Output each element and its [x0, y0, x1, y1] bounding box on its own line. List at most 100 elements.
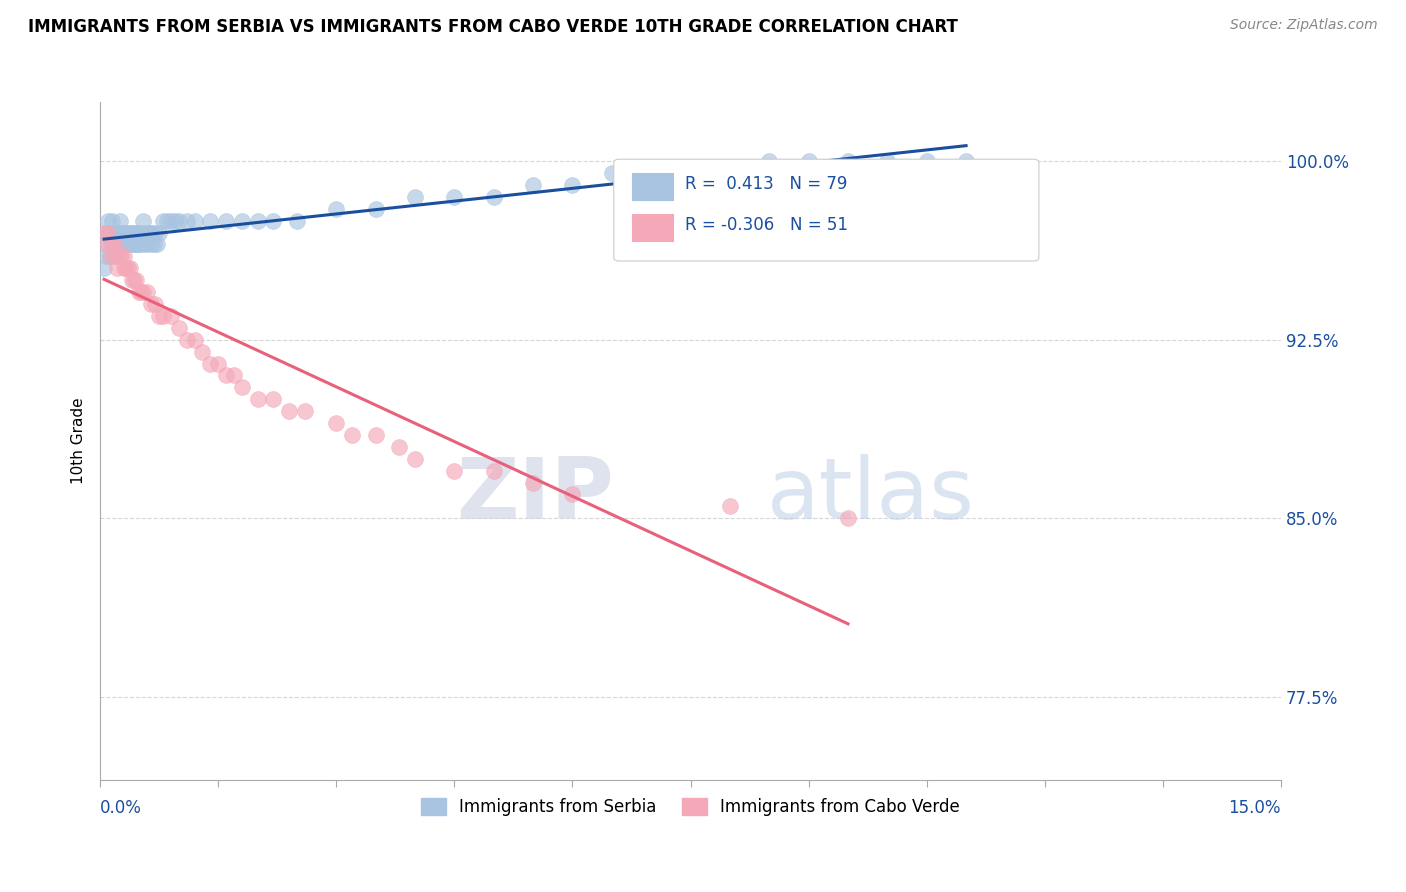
Point: [160, 213, 183, 227]
Point: [262, 392, 284, 407]
Point: [132, 285, 155, 299]
Point: [148, 309, 170, 323]
Point: [112, 249, 135, 263]
Text: R = -0.306   N = 51: R = -0.306 N = 51: [685, 216, 848, 234]
Text: IMMIGRANTS FROM SERBIA VS IMMIGRANTS FROM CABO VERDE 10TH GRADE CORRELATION CHAR: IMMIGRANTS FROM SERBIA VS IMMIGRANTS FRO…: [28, 18, 957, 36]
Point: [482, 464, 505, 478]
Point: [122, 237, 145, 252]
Point: [134, 237, 156, 252]
Point: [364, 202, 387, 216]
Point: [115, 261, 138, 276]
Y-axis label: 10th Grade: 10th Grade: [72, 398, 86, 484]
Point: [640, 166, 662, 180]
Point: [231, 380, 253, 394]
Point: [404, 451, 426, 466]
Point: [246, 392, 269, 407]
Point: [129, 237, 152, 252]
Point: [262, 213, 284, 227]
Point: [104, 249, 127, 263]
Point: [122, 273, 145, 287]
Point: [215, 368, 238, 383]
Point: [142, 237, 165, 252]
Text: 0.0%: 0.0%: [100, 799, 142, 817]
Point: [200, 213, 222, 227]
Point: [124, 226, 146, 240]
Point: [129, 285, 152, 299]
Point: [141, 226, 163, 240]
Point: [191, 344, 214, 359]
Point: [97, 237, 120, 252]
Point: [111, 226, 134, 240]
Point: [104, 226, 127, 240]
Point: [148, 226, 170, 240]
Point: [121, 237, 143, 252]
Point: [156, 213, 179, 227]
Point: [124, 237, 146, 252]
Point: [118, 226, 141, 240]
Point: [101, 237, 124, 252]
Text: Source: ZipAtlas.com: Source: ZipAtlas.com: [1230, 18, 1378, 32]
Point: [132, 213, 155, 227]
Point: [115, 226, 138, 240]
Point: [118, 261, 141, 276]
Point: [107, 237, 129, 252]
Point: [121, 273, 143, 287]
Point: [141, 297, 163, 311]
Point: [117, 237, 139, 252]
Point: [294, 404, 316, 418]
Point: [404, 190, 426, 204]
Point: [108, 213, 131, 227]
Point: [101, 213, 124, 227]
Point: [128, 237, 150, 252]
Point: [207, 357, 229, 371]
Point: [797, 154, 820, 169]
Point: [278, 404, 301, 418]
Point: [132, 226, 155, 240]
Point: [121, 226, 143, 240]
Point: [325, 416, 347, 430]
Point: [97, 213, 120, 227]
Text: 15.0%: 15.0%: [1229, 799, 1281, 817]
Point: [167, 213, 190, 227]
Point: [127, 237, 149, 252]
Point: [112, 261, 135, 276]
Point: [183, 333, 205, 347]
Point: [136, 237, 159, 252]
Point: [107, 261, 129, 276]
Point: [388, 440, 411, 454]
Point: [141, 237, 163, 252]
Legend: Immigrants from Serbia, Immigrants from Cabo Verde: Immigrants from Serbia, Immigrants from …: [415, 791, 966, 823]
Point: [364, 428, 387, 442]
Point: [114, 237, 136, 252]
Point: [152, 213, 174, 227]
Point: [561, 178, 583, 192]
Point: [561, 487, 583, 501]
Point: [103, 237, 125, 252]
Point: [107, 226, 129, 240]
Point: [112, 237, 135, 252]
Point: [98, 226, 121, 240]
Point: [215, 213, 238, 227]
Point: [758, 154, 780, 169]
FancyBboxPatch shape: [614, 159, 1039, 261]
Point: [915, 154, 938, 169]
Point: [143, 297, 166, 311]
Point: [200, 357, 222, 371]
Point: [246, 213, 269, 227]
Point: [110, 249, 132, 263]
Point: [128, 226, 150, 240]
Point: [600, 166, 623, 180]
Point: [955, 154, 977, 169]
Point: [124, 273, 146, 287]
Point: [176, 213, 198, 227]
Point: [876, 154, 898, 169]
Point: [718, 166, 741, 180]
Point: [522, 178, 544, 192]
Point: [160, 309, 183, 323]
Point: [127, 226, 149, 240]
Point: [183, 213, 205, 227]
Point: [108, 226, 131, 240]
Bar: [631, 213, 673, 241]
Point: [143, 226, 166, 240]
Point: [96, 226, 118, 240]
